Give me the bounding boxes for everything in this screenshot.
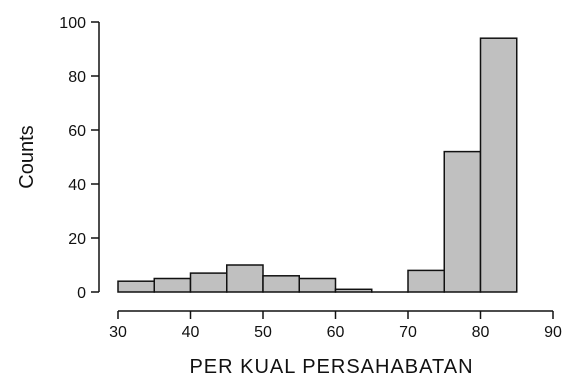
histogram-bar: [334, 288, 373, 293]
y-axis-label: Counts: [16, 125, 38, 188]
x-tick-label: 30: [109, 324, 127, 341]
y-tick-label: 20: [68, 231, 86, 248]
bars-group: [117, 37, 518, 293]
x-tick-label: 40: [182, 324, 200, 341]
histogram-bar: [443, 150, 482, 293]
y-tick-label: 80: [68, 69, 86, 86]
x-tick-label: 90: [544, 324, 562, 341]
histogram-bar: [262, 275, 300, 293]
histogram-bar: [117, 280, 155, 293]
y-tick-label: 100: [59, 15, 86, 32]
histogram-bar: [298, 277, 337, 293]
y-axis-ticks: 0 20 40 60 80 100: [59, 15, 99, 302]
x-tick-label: 70: [399, 324, 417, 341]
x-axis-ticks: 30 40 50 60 70 80 90: [109, 311, 562, 341]
x-axis-label: PER KUAL PERSAHABATAN: [189, 356, 473, 378]
y-tick-label: 0: [77, 285, 86, 302]
histogram-bar: [226, 264, 264, 293]
histogram-bar: [153, 277, 192, 293]
y-tick-label: 40: [68, 177, 86, 194]
histogram-bar: [479, 37, 518, 293]
x-tick-label: 80: [472, 324, 490, 341]
x-tick-label: 60: [327, 324, 345, 341]
y-tick-label: 60: [68, 123, 86, 140]
x-tick-label: 50: [254, 324, 272, 341]
histogram-bar: [189, 272, 228, 293]
histogram-bar: [407, 269, 445, 293]
